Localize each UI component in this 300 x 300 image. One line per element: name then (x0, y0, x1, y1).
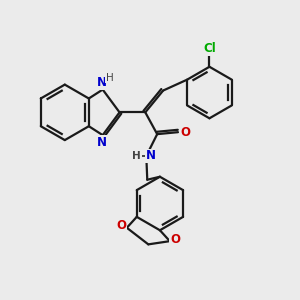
Text: H: H (132, 151, 141, 161)
Text: O: O (180, 126, 190, 139)
Text: N: N (97, 136, 107, 148)
Text: O: O (170, 233, 180, 246)
Text: N: N (146, 149, 156, 162)
Text: N: N (97, 76, 107, 89)
Text: H: H (106, 73, 113, 83)
Text: O: O (116, 219, 126, 232)
Text: Cl: Cl (203, 42, 216, 56)
